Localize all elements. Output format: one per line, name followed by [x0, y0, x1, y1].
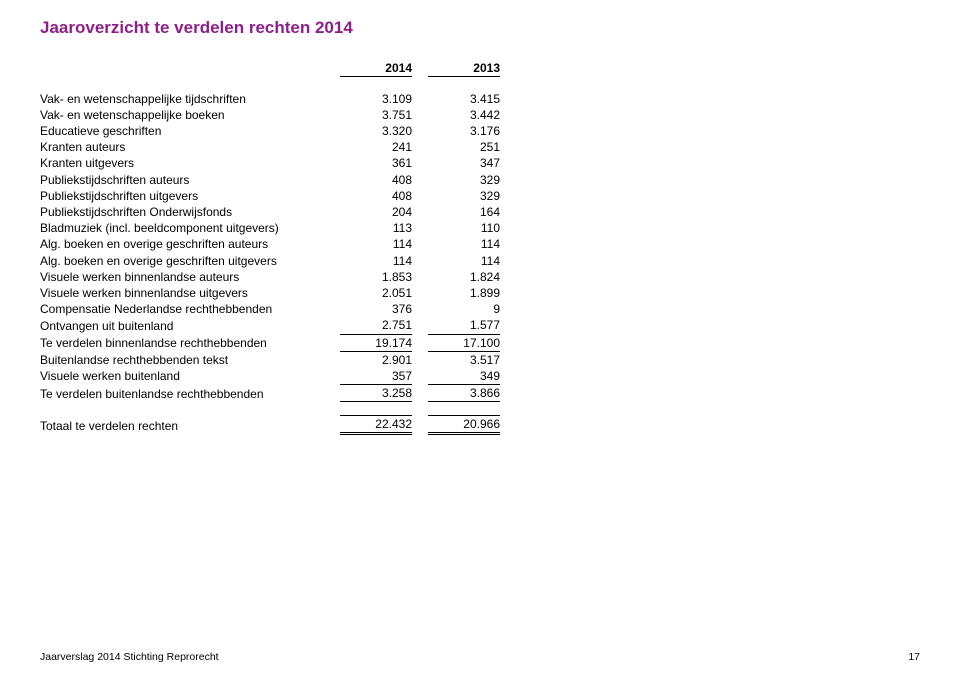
table-row: Visuele werken buitenland357 349 [40, 368, 500, 385]
table-row: Vak- en wetenschappelijke tijdschriften3… [40, 91, 500, 107]
row-val-y1: 1.853 [340, 269, 412, 285]
table-row: Educatieve geschriften3.320 3.176 [40, 123, 500, 139]
row-val-y2: 329 [428, 172, 500, 188]
table-row: Buitenlandse rechthebbenden tekst2.901 3.… [40, 351, 500, 368]
row-val-y1: 19.174 [340, 334, 412, 351]
table-row: Kranten uitgevers361 347 [40, 155, 500, 171]
row-val-y2: 3.442 [428, 107, 500, 123]
row-val-y2: 17.100 [428, 334, 500, 351]
row-val-y1: 376 [340, 301, 412, 317]
row-label: Visuele werken binnenlandse uitgevers [40, 285, 340, 301]
row-val-y1: 22.432 [340, 416, 412, 434]
table-row: Visuele werken binnenlandse uitgevers2.0… [40, 285, 500, 301]
row-val-y2: 110 [428, 220, 500, 236]
row-label: Totaal te verdelen rechten [40, 416, 340, 434]
page-footer: Jaarverslag 2014 Stichting Reprorecht 17 [40, 651, 920, 663]
row-label: Publiekstijdschriften Onderwijsfonds [40, 204, 340, 220]
table-row: Publiekstijdschriften auteurs408 329 [40, 172, 500, 188]
row-val-y1: 3.320 [340, 123, 412, 139]
row-val-y2: 164 [428, 204, 500, 220]
row-val-y1: 2.051 [340, 285, 412, 301]
row-val-y2: 1.824 [428, 269, 500, 285]
row-val-y2: 3.176 [428, 123, 500, 139]
row-val-y1: 113 [340, 220, 412, 236]
table-row: Vak- en wetenschappelijke boeken3.751 3.4… [40, 107, 500, 123]
table-row: Publiekstijdschriften uitgevers408 329 [40, 188, 500, 204]
row-val-y2: 114 [428, 236, 500, 252]
footer-left: Jaarverslag 2014 Stichting Reprorecht [40, 651, 219, 663]
row-label: Alg. boeken en overige geschriften uitge… [40, 253, 340, 269]
row-val-y1: 3.109 [340, 91, 412, 107]
row-val-y2: 1.577 [428, 317, 500, 334]
subtotal-foreign: Te verdelen buitenlandse rechthebbenden3… [40, 385, 500, 402]
row-val-y1: 361 [340, 155, 412, 171]
rights-table: 2014 2013 Vak- en wetenschappelijke tijd… [40, 60, 500, 435]
row-label: Visuele werken binnenlandse auteurs [40, 269, 340, 285]
row-label: Compensatie Nederlandse rechthebbenden [40, 301, 340, 317]
table-row: Ontvangen uit buitenland2.751 1.577 [40, 317, 500, 334]
row-label: Vak- en wetenschappelijke boeken [40, 107, 340, 123]
row-val-y2: 114 [428, 253, 500, 269]
row-val-y2: 347 [428, 155, 500, 171]
table-row: Publiekstijdschriften Onderwijsfonds204 1… [40, 204, 500, 220]
row-val-y2: 349 [428, 368, 500, 385]
row-val-y2: 3.517 [428, 351, 500, 368]
table-row: Alg. boeken en overige geschriften auteu… [40, 236, 500, 252]
row-val-y1: 2.751 [340, 317, 412, 334]
row-label: Buitenlandse rechthebbenden tekst [40, 351, 340, 368]
row-val-y1: 241 [340, 139, 412, 155]
col-header-y1: 2014 [340, 60, 412, 77]
row-val-y2: 251 [428, 139, 500, 155]
row-val-y2: 329 [428, 188, 500, 204]
row-label: Vak- en wetenschappelijke tijdschriften [40, 91, 340, 107]
row-label: Kranten uitgevers [40, 155, 340, 171]
row-label: Publiekstijdschriften uitgevers [40, 188, 340, 204]
footer-page-number: 17 [908, 651, 920, 663]
row-label: Te verdelen binnenlandse rechthebbenden [40, 334, 340, 351]
row-val-y1: 2.901 [340, 351, 412, 368]
header-row: 2014 2013 [40, 60, 500, 77]
row-val-y2: 9 [428, 301, 500, 317]
row-val-y2: 3.415 [428, 91, 500, 107]
row-val-y1: 114 [340, 236, 412, 252]
table-row: Compensatie Nederlandse rechthebbenden37… [40, 301, 500, 317]
table-row: Bladmuziek (incl. beeldcomponent uitgeve… [40, 220, 500, 236]
col-header-y2: 2013 [428, 60, 500, 77]
row-val-y2: 20.966 [428, 416, 500, 434]
row-label: Educatieve geschriften [40, 123, 340, 139]
row-label: Publiekstijdschriften auteurs [40, 172, 340, 188]
row-val-y1: 357 [340, 368, 412, 385]
row-val-y2: 1.899 [428, 285, 500, 301]
page-title: Jaaroverzicht te verdelen rechten 2014 [40, 18, 920, 38]
row-val-y1: 114 [340, 253, 412, 269]
table-row: Alg. boeken en overige geschriften uitge… [40, 253, 500, 269]
row-label: Ontvangen uit buitenland [40, 317, 340, 334]
row-label: Te verdelen buitenlandse rechthebbenden [40, 385, 340, 402]
row-label: Bladmuziek (incl. beeldcomponent uitgeve… [40, 220, 340, 236]
row-val-y1: 408 [340, 172, 412, 188]
row-val-y1: 3.751 [340, 107, 412, 123]
row-label: Alg. boeken en overige geschriften auteu… [40, 236, 340, 252]
row-val-y1: 3.258 [340, 385, 412, 402]
row-label: Kranten auteurs [40, 139, 340, 155]
row-label: Visuele werken buitenland [40, 368, 340, 385]
grand-total: Totaal te verdelen rechten22.432 20.966 [40, 416, 500, 434]
row-val-y1: 408 [340, 188, 412, 204]
row-val-y2: 3.866 [428, 385, 500, 402]
row-val-y1: 204 [340, 204, 412, 220]
subtotal-domestic: Te verdelen binnenlandse rechthebbenden1… [40, 334, 500, 351]
table-row: Visuele werken binnenlandse auteurs1.853… [40, 269, 500, 285]
table-row: Kranten auteurs241 251 [40, 139, 500, 155]
